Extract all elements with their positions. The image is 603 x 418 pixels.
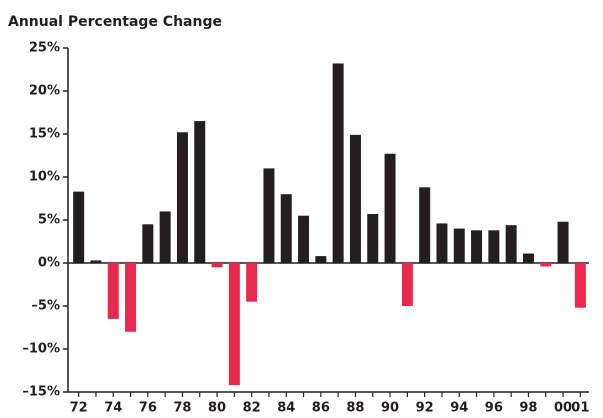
bar — [280, 194, 292, 263]
bar — [367, 213, 379, 263]
x-tick-label: 96 — [485, 401, 503, 416]
bar — [159, 211, 171, 263]
bar — [228, 263, 240, 386]
bar — [384, 153, 396, 263]
x-tick-label: 00 — [554, 401, 572, 416]
x-tick-label: 76 — [139, 401, 157, 416]
x-tick-label: 74 — [104, 401, 122, 416]
x-tick-label: 94 — [450, 401, 468, 416]
x-tick-label: 98 — [519, 401, 537, 416]
x-tick-label: 72 — [70, 401, 88, 416]
y-tick-label: 15% — [29, 127, 60, 142]
bar — [315, 256, 327, 263]
x-tick-label: 82 — [243, 401, 261, 416]
x-tick-label: 01 — [571, 401, 589, 416]
y-tick-label: 25% — [29, 41, 60, 56]
y-tick-label: 20% — [29, 84, 60, 99]
bar — [298, 215, 310, 263]
bar — [73, 191, 85, 263]
y-tick-label: –15% — [22, 385, 60, 400]
bar — [557, 221, 569, 263]
bar — [419, 187, 431, 263]
bar — [107, 263, 119, 319]
y-tick-label: 0% — [38, 256, 60, 271]
bar — [488, 230, 500, 263]
bar — [125, 263, 137, 332]
bar — [349, 134, 361, 263]
bar — [263, 168, 275, 263]
bar — [540, 263, 552, 267]
x-tick-label: 78 — [173, 401, 191, 416]
chart-title: Annual Percentage Change — [8, 14, 222, 30]
bar — [471, 230, 483, 263]
bar — [436, 223, 448, 263]
bar — [453, 228, 465, 263]
y-tick-label: –10% — [22, 342, 60, 357]
x-tick-label: 88 — [346, 401, 364, 416]
bar — [211, 263, 223, 268]
bar — [401, 263, 413, 306]
x-tick-label: 90 — [381, 401, 399, 416]
bar — [194, 121, 206, 263]
bar — [90, 260, 102, 263]
x-tick-label: 86 — [312, 401, 330, 416]
x-tick-label: 84 — [277, 401, 295, 416]
bar — [522, 253, 534, 263]
y-tick-label: 5% — [38, 213, 60, 228]
x-tick-label: 92 — [416, 401, 434, 416]
bar — [332, 63, 344, 264]
y-tick-label: –5% — [31, 299, 60, 314]
bar — [176, 132, 188, 263]
bar — [505, 225, 517, 263]
bar — [246, 263, 258, 302]
x-tick-label: 80 — [208, 401, 226, 416]
y-tick-label: 10% — [29, 170, 60, 185]
bar — [574, 263, 586, 308]
bar — [142, 224, 154, 263]
